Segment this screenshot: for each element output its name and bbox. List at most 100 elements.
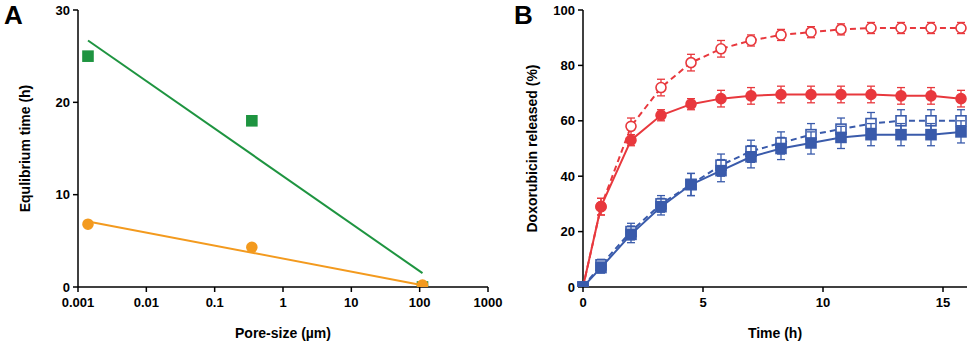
error-bar (957, 121, 965, 143)
error-cap (837, 102, 845, 103)
x-tick-label: 10 (816, 295, 830, 310)
point (896, 91, 906, 101)
point (686, 99, 696, 109)
error-bar (747, 146, 755, 168)
error-cap (597, 214, 605, 215)
error-cap (897, 123, 905, 124)
error-cap (897, 104, 905, 105)
x-tick-label: 100 (409, 295, 431, 310)
error-cap (657, 95, 665, 96)
point (686, 180, 696, 190)
figure: A01020300.0010.010.11101001000Pore-size … (0, 0, 979, 348)
error-cap (807, 131, 815, 132)
x-tick-label: 0.001 (62, 295, 95, 310)
error-bar (837, 126, 845, 148)
point (926, 23, 936, 33)
x-tick-label: 1 (279, 295, 286, 310)
y-tick (578, 65, 583, 67)
error-cap (687, 195, 695, 196)
x-tick (146, 287, 148, 292)
error-bar (867, 86, 875, 103)
point (836, 89, 846, 99)
error-bar (627, 226, 635, 243)
error-bar (777, 29, 785, 40)
y-tick (578, 175, 583, 177)
y-tick (73, 102, 78, 104)
error-cap (687, 195, 695, 196)
error-bar (657, 79, 665, 96)
error-cap (717, 106, 725, 107)
point (776, 89, 786, 99)
error-bar (867, 22, 875, 33)
y-tick-label: 80 (561, 58, 575, 73)
x-tick-label: 0.01 (134, 295, 159, 310)
error-cap (717, 159, 725, 160)
y-tick-label: 10 (56, 187, 70, 202)
series-line (583, 28, 961, 287)
error-cap (957, 106, 965, 107)
error-cap (927, 109, 935, 110)
point (836, 132, 846, 142)
error-cap (867, 86, 875, 87)
error-cap (747, 167, 755, 168)
error-cap (627, 117, 635, 118)
y-axis-label: Equlibrium time (h) (17, 85, 33, 213)
error-cap (927, 104, 935, 105)
y-tick-label: 0 (63, 280, 70, 295)
error-cap (597, 214, 605, 215)
error-bar (597, 198, 605, 215)
error-bar (957, 90, 965, 107)
series-line (583, 121, 961, 287)
point (866, 23, 876, 33)
error-bar (627, 118, 635, 135)
error-bar (897, 22, 905, 33)
error-cap (837, 148, 845, 149)
x-tick (702, 287, 704, 292)
error-cap (657, 214, 665, 215)
x-axis-label: Pore-size (µm) (235, 325, 331, 341)
error-bar (687, 99, 695, 110)
x-tick (942, 287, 944, 292)
panel: B020406080100051015Time (h)Doxorubicin r… (514, 0, 967, 341)
error-cap (867, 112, 875, 113)
y-tick-label: 20 (561, 224, 575, 239)
y-tick (578, 231, 583, 233)
error-cap (717, 153, 725, 154)
error-cap (927, 145, 935, 146)
point (626, 135, 636, 145)
series-line (583, 94, 961, 287)
point (626, 121, 636, 131)
point (656, 83, 666, 93)
error-cap (807, 102, 815, 103)
error-cap (777, 86, 785, 87)
error-bar (597, 262, 605, 273)
error-cap (717, 40, 725, 41)
x-tick (214, 287, 216, 292)
error-cap (687, 173, 695, 174)
error-cap (777, 137, 785, 138)
error-bar (897, 124, 905, 146)
point (746, 35, 756, 45)
error-cap (627, 225, 635, 226)
error-bar (777, 137, 785, 159)
x-tick (822, 287, 824, 292)
x-tick-label: 10 (344, 295, 358, 310)
error-bar (927, 88, 935, 105)
error-cap (897, 109, 905, 110)
error-bar (777, 86, 785, 103)
point (926, 130, 936, 140)
error-cap (897, 145, 905, 146)
error-cap (837, 117, 845, 118)
point (836, 24, 846, 34)
error-cap (717, 181, 725, 182)
point (578, 282, 588, 287)
error-bar (807, 86, 815, 103)
error-cap (807, 86, 815, 87)
error-cap (717, 90, 725, 91)
error-bar (747, 140, 755, 162)
x-tick (282, 287, 284, 292)
x-tick-label: 1000 (474, 295, 503, 310)
error-cap (957, 142, 965, 143)
point (776, 30, 786, 40)
y-tick-label: 40 (561, 169, 575, 184)
